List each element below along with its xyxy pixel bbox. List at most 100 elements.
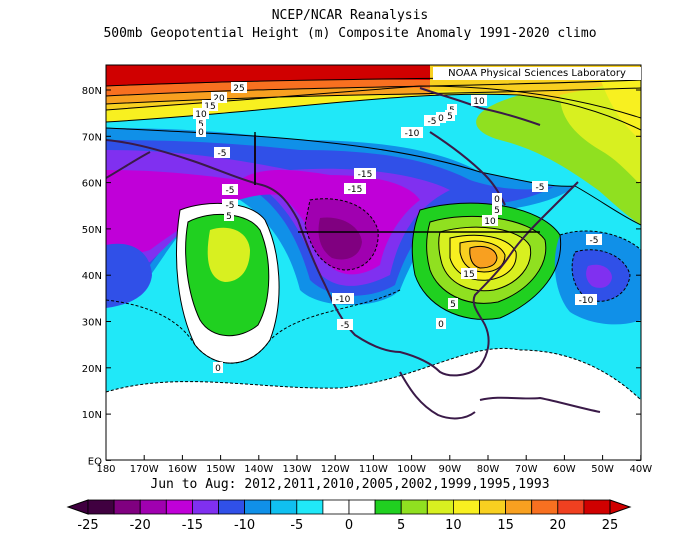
lon-label: 80W: [477, 464, 500, 475]
contour-label: -5: [586, 234, 602, 246]
contour-label: 5: [448, 298, 458, 310]
map-title-line2: 500mb Geopotential Height (m) Composite …: [103, 26, 597, 41]
lat-label: 50N: [82, 225, 102, 236]
zero-field-south: [106, 348, 641, 460]
colorbar-label: -15: [182, 518, 203, 533]
colorbar-swatch: [296, 499, 324, 515]
svg-text:-10: -10: [336, 295, 351, 305]
contour-label: -15: [344, 183, 366, 195]
lat-label: 70N: [82, 132, 102, 143]
contour-label: -5: [214, 147, 230, 159]
colorbar-swatch: [139, 499, 167, 515]
svg-text:5: 5: [198, 120, 204, 130]
svg-text:10: 10: [195, 110, 207, 120]
colorbar-swatch: [374, 499, 402, 515]
colorbar-swatch: [583, 499, 611, 515]
colorbar-swatch: [400, 499, 428, 515]
colorbar-swatch: [218, 499, 246, 515]
svg-text:-5: -5: [218, 149, 227, 159]
svg-text:5: 5: [450, 300, 456, 310]
colorbar-label: 5: [397, 518, 405, 533]
svg-text:5: 5: [226, 212, 232, 222]
contour-label: -5: [424, 115, 440, 127]
colorbar-label: -20: [130, 518, 151, 533]
svg-text:15: 15: [463, 270, 474, 280]
contour-label: -5: [337, 319, 353, 331]
map-field: [106, 65, 641, 460]
colorbar-left-arrow: [66, 499, 89, 515]
credit-label: NOAA Physical Sciences Laboratory: [433, 67, 641, 80]
colorbar-swatch: [270, 499, 298, 515]
svg-text:-5: -5: [226, 186, 235, 196]
colorbar-swatch: [557, 499, 585, 515]
contour-label: 5: [196, 118, 206, 130]
contour-label: 0: [436, 112, 446, 124]
svg-text:15: 15: [204, 102, 215, 112]
svg-text:-5: -5: [536, 183, 545, 193]
contour-label: -5: [532, 181, 548, 193]
svg-text:0: 0: [438, 320, 444, 330]
lon-label: 120W: [321, 464, 350, 475]
contour-label: -10: [332, 293, 354, 305]
contour-label: -10: [401, 127, 423, 139]
svg-text:10: 10: [473, 97, 485, 107]
contour-labels: 2520151050-5-10510-550-5-15-15-5-5-10505…: [193, 82, 602, 374]
contour-label: 10: [193, 108, 209, 120]
colorbar-label: -10: [234, 518, 255, 533]
svg-text:0: 0: [198, 128, 204, 138]
lon-label: 70W: [515, 464, 538, 475]
colorbar-swatch: [452, 499, 480, 515]
colorbar-swatch: [531, 499, 559, 515]
lat-label: 40N: [82, 271, 102, 282]
contour-label: -15: [354, 168, 376, 180]
colorbar-label: -5: [290, 518, 303, 533]
lon-label: 100W: [397, 464, 426, 475]
svg-text:20: 20: [213, 94, 225, 104]
colorbar-label: 15: [497, 518, 514, 533]
svg-text:0: 0: [215, 364, 221, 374]
contour-label: 5: [492, 204, 502, 216]
colorbar-swatch: [505, 499, 533, 515]
contour-label: 5: [445, 110, 455, 122]
svg-text:-5: -5: [226, 201, 235, 211]
contour-label: -5: [222, 184, 238, 196]
colorbar-right-arrow: [609, 499, 632, 515]
lon-label: 40W: [629, 464, 652, 475]
lat-label: 80N: [82, 86, 102, 97]
contour-label: 15: [202, 100, 218, 112]
lon-label: 160W: [168, 464, 197, 475]
contour-lines: [106, 73, 641, 401]
lat-label: 60N: [82, 179, 102, 190]
contour-label: 0: [492, 193, 502, 205]
lat-label: EQ: [88, 456, 102, 467]
contour-label: -5: [222, 199, 238, 211]
svg-text:25: 25: [233, 84, 244, 94]
svg-text:0: 0: [438, 114, 444, 124]
svg-text:-5: -5: [590, 236, 599, 246]
map-title-line1: NCEP/NCAR Reanalysis: [271, 8, 429, 23]
contour-label: 5: [224, 210, 234, 222]
colorbar-swatch: [165, 499, 193, 515]
svg-text:-10: -10: [579, 296, 594, 306]
colorbar-swatch: [113, 499, 141, 515]
svg-text:5: 5: [494, 206, 500, 216]
contour-label: 15: [461, 268, 477, 280]
lon-label: 60W: [553, 464, 576, 475]
svg-text:0: 0: [494, 195, 500, 205]
contour-label: -10: [575, 294, 597, 306]
lat-label: 20N: [82, 364, 102, 375]
lat-label: 10N: [82, 410, 102, 421]
lon-label: 180: [96, 464, 115, 475]
contour-label: 10: [471, 95, 487, 107]
colorbar-swatch: [479, 499, 507, 515]
colorbar-label: 10: [445, 518, 462, 533]
svg-text:-5: -5: [341, 321, 350, 331]
svg-text:-15: -15: [348, 185, 363, 195]
svg-text:5: 5: [447, 112, 453, 122]
contour-label: 25: [231, 82, 247, 94]
colorbar-label: 0: [345, 518, 353, 533]
contour-label: 20: [211, 92, 227, 104]
lon-label: 110W: [359, 464, 388, 475]
